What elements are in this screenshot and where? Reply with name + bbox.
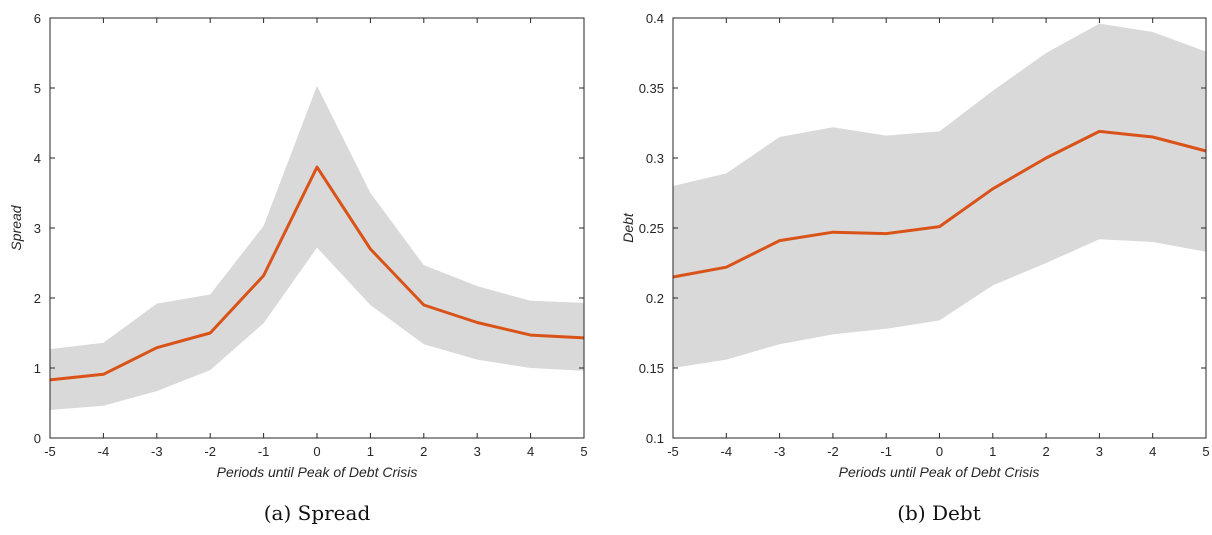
y-tick-label: 2 — [34, 291, 41, 306]
y-tick-label: 0.15 — [639, 361, 664, 376]
confidence-band-layer — [50, 85, 584, 411]
axis-ticks: -5 -4 -3 -2 -1 0 1 2 3 4 5 0.1 0.15 0.2 0.25 0.3 0.35 0.4 — [639, 11, 1210, 459]
y-tick-label: 0.2 — [646, 291, 664, 306]
x-axis-label: Periods until Peak of Debt Crisis — [217, 464, 418, 480]
x-tick-label: -5 — [667, 444, 679, 459]
y-tick-label: 0.25 — [639, 221, 664, 236]
y-tick-label: 0.3 — [646, 151, 664, 166]
x-tick-label: 3 — [1096, 444, 1103, 459]
x-tick-label: 1 — [989, 444, 996, 459]
x-tick-label: 2 — [420, 444, 427, 459]
series-line — [49, 165, 585, 382]
x-tick-label: 4 — [1149, 444, 1156, 459]
x-axis-label: Periods until Peak of Debt Crisis — [839, 464, 1040, 480]
confidence-band-layer — [673, 23, 1206, 368]
y-tick-label: 1 — [34, 361, 41, 376]
panel-caption: (a) Spread — [264, 501, 371, 525]
y-tick-label: 0.4 — [646, 11, 664, 26]
series-line — [672, 129, 1207, 279]
x-tick-label: -2 — [204, 444, 216, 459]
x-tick-label: 0 — [936, 444, 943, 459]
y-tick-label: 5 — [34, 81, 41, 96]
x-tick-label: -4 — [721, 444, 733, 459]
x-tick-label: 5 — [580, 444, 587, 459]
series-line-layer — [49, 165, 585, 382]
x-tick-label: 4 — [527, 444, 534, 459]
x-tick-label: 5 — [1202, 444, 1209, 459]
y-tick-label: 0.35 — [639, 81, 664, 96]
chart-panel-debt: -5 -4 -3 -2 -1 0 1 2 3 4 5 0.1 0.15 0.2 0.25 0.3 0.35 0.4… — [620, 11, 1210, 525]
axis-ticks: -5 -4 -3 -2 -1 0 1 2 3 4 5 0 1 2 3 4 5 6 — [34, 11, 588, 459]
x-tick-label: -3 — [151, 444, 163, 459]
y-tick-label: 4 — [34, 151, 41, 166]
x-tick-label: -1 — [258, 444, 270, 459]
x-tick-label: -3 — [774, 444, 786, 459]
y-tick-label: 0.1 — [646, 431, 664, 446]
x-tick-label: -5 — [44, 444, 56, 459]
y-tick-label: 3 — [34, 221, 41, 236]
x-tick-label: 1 — [367, 444, 374, 459]
series-line-layer — [672, 129, 1207, 279]
panel-caption: (b) Debt — [897, 501, 980, 525]
y-axis-label: Debt — [620, 212, 636, 243]
chart-panel-spread: -5 -4 -3 -2 -1 0 1 2 3 4 5 0 1 2 3 4 5 6 Periods until Pe… — [8, 11, 588, 525]
y-tick-label: 0 — [34, 431, 41, 446]
x-tick-label: -4 — [98, 444, 110, 459]
x-tick-label: -1 — [880, 444, 892, 459]
confidence-band — [50, 85, 584, 411]
x-tick-label: 0 — [313, 444, 320, 459]
y-axis-label: Spread — [8, 204, 24, 250]
x-tick-label: -2 — [827, 444, 839, 459]
confidence-band — [673, 23, 1206, 368]
x-tick-label: 2 — [1042, 444, 1049, 459]
y-tick-label: 6 — [34, 11, 41, 26]
x-tick-label: 3 — [474, 444, 481, 459]
